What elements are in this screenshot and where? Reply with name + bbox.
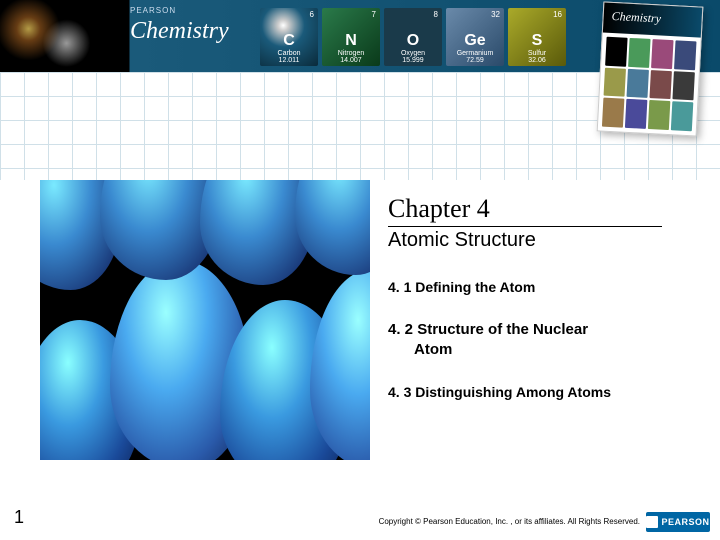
section-4-2-active: 4. 2 Structure of the Nuclear Atom xyxy=(388,320,662,359)
element-symbol: S xyxy=(508,32,566,50)
chapter-title: Chapter 4 xyxy=(388,194,662,227)
page-number: 1 xyxy=(14,507,24,528)
book-cover-grid xyxy=(598,32,701,135)
copyright-text: Copyright © Pearson Education, Inc. , or… xyxy=(379,517,640,526)
element-tile-nitrogen: 7 N Nitrogen 14.007 xyxy=(322,8,380,66)
publisher-label: PEARSON xyxy=(130,6,176,15)
atomic-mass: 14.007 xyxy=(322,57,380,64)
atomic-number: 7 xyxy=(372,10,376,19)
chapter-subtitle: Atomic Structure xyxy=(388,229,662,252)
element-symbol: Ge xyxy=(446,32,504,50)
section-number: 4. 2 xyxy=(388,321,413,338)
chapter-outline-panel: Chapter 4 Atomic Structure 4. 1 Defining… xyxy=(370,180,680,460)
element-name: Oxygen xyxy=(384,50,442,57)
textbook-cover: Chemistry xyxy=(597,1,704,136)
section-title: Defining the Atom xyxy=(415,279,535,295)
pearson-logo: PEARSON xyxy=(646,512,710,532)
atomic-mass: 15.999 xyxy=(384,57,442,64)
atomic-number: 8 xyxy=(434,10,438,19)
section-4-1: 4. 1 Defining the Atom xyxy=(388,278,662,296)
atom-microscopy-image xyxy=(40,180,370,460)
atomic-mass: 12.011 xyxy=(260,57,318,64)
atomic-number: 16 xyxy=(553,10,562,19)
element-tile-sulfur: 16 S Sulfur 32.06 xyxy=(508,8,566,66)
section-4-3: 4. 3 Distinguishing Among Atoms xyxy=(388,383,662,401)
element-symbol: N xyxy=(322,32,380,50)
element-name: Sulfur xyxy=(508,50,566,57)
atomic-number: 32 xyxy=(491,10,500,19)
element-symbol: C xyxy=(260,32,318,50)
element-tile-carbon: 6 C Carbon 12.011 xyxy=(260,8,318,66)
atomic-mass: 72.59 xyxy=(446,57,504,64)
section-title-line2: Atom xyxy=(388,340,662,360)
atomic-mass: 32.06 xyxy=(508,57,566,64)
section-title-line1: Structure of the Nuclear xyxy=(417,321,588,338)
section-number: 4. 3 xyxy=(388,384,411,400)
element-symbol: O xyxy=(384,32,442,50)
section-number: 4. 1 xyxy=(388,279,411,295)
element-name: Nitrogen xyxy=(322,50,380,57)
element-tile-germanium: 32 Ge Germanium 72.59 xyxy=(446,8,504,66)
section-title: Distinguishing Among Atoms xyxy=(415,384,611,400)
pearson-logo-text: PEARSON xyxy=(661,517,709,527)
element-name: Germanium xyxy=(446,50,504,57)
banner-title: Chemistry xyxy=(130,18,229,45)
element-name: Carbon xyxy=(260,50,318,57)
atomic-number: 6 xyxy=(310,10,314,19)
element-tile-oxygen: 8 O Oxygen 15.999 xyxy=(384,8,442,66)
fireworks-decoration xyxy=(0,0,95,72)
content-block: Chapter 4 Atomic Structure 4. 1 Defining… xyxy=(40,180,680,460)
